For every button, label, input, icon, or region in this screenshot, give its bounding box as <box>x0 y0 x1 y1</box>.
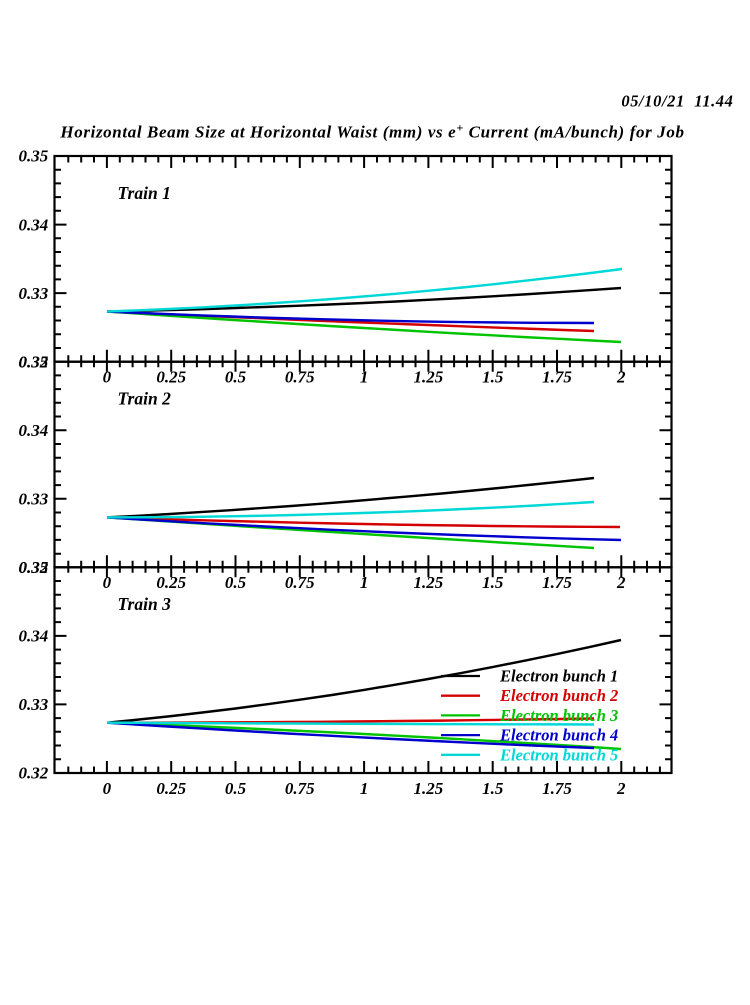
svg-text:1: 1 <box>360 368 369 387</box>
svg-text:Train 3: Train 3 <box>118 594 172 614</box>
svg-text:Electron bunch 1: Electron bunch 1 <box>499 667 618 686</box>
svg-text:0.34: 0.34 <box>19 421 49 440</box>
svg-text:0.33: 0.33 <box>19 695 49 714</box>
svg-text:0.32: 0.32 <box>19 764 49 783</box>
svg-text:05/10/21 11.44: 05/10/21 11.44 <box>621 92 733 111</box>
svg-text:0.33: 0.33 <box>19 490 49 509</box>
svg-text:0: 0 <box>103 573 112 592</box>
svg-text:Train 1: Train 1 <box>118 183 171 203</box>
svg-text:0.25: 0.25 <box>156 368 186 387</box>
svg-text:1.75: 1.75 <box>542 779 572 798</box>
svg-text:0.35: 0.35 <box>19 558 49 577</box>
svg-text:0.75: 0.75 <box>285 779 315 798</box>
svg-text:1.5: 1.5 <box>482 779 504 798</box>
svg-text:Electron bunch 4: Electron bunch 4 <box>499 726 618 745</box>
svg-text:0.75: 0.75 <box>285 573 315 592</box>
svg-text:0.25: 0.25 <box>156 573 186 592</box>
svg-text:1.5: 1.5 <box>482 573 504 592</box>
svg-text:1.25: 1.25 <box>414 573 444 592</box>
svg-text:0.5: 0.5 <box>225 368 247 387</box>
svg-text:0.32: 0.32 <box>19 352 49 371</box>
svg-text:1.25: 1.25 <box>414 779 444 798</box>
svg-text:0: 0 <box>103 368 112 387</box>
svg-text:Electron bunch 3: Electron bunch 3 <box>499 706 618 725</box>
svg-text:0.35: 0.35 <box>19 147 49 166</box>
svg-text:1: 1 <box>360 779 369 798</box>
svg-text:2: 2 <box>616 368 626 387</box>
svg-text:0: 0 <box>103 779 112 798</box>
svg-text:0.5: 0.5 <box>225 779 247 798</box>
svg-text:1.5: 1.5 <box>482 368 504 387</box>
svg-text:0.35: 0.35 <box>19 352 49 371</box>
svg-text:0.34: 0.34 <box>19 627 49 646</box>
svg-text:Horizontal Beam Size at Horizo: Horizontal Beam Size at Horizontal Waist… <box>59 121 684 142</box>
svg-text:0.34: 0.34 <box>19 215 49 234</box>
svg-text:Electron bunch 2: Electron bunch 2 <box>499 686 618 705</box>
svg-text:1.25: 1.25 <box>414 368 444 387</box>
svg-text:Electron bunch 5: Electron bunch 5 <box>499 745 618 764</box>
svg-text:1: 1 <box>360 573 369 592</box>
svg-text:0.5: 0.5 <box>225 573 247 592</box>
svg-text:0.25: 0.25 <box>156 779 186 798</box>
svg-text:1.75: 1.75 <box>542 368 572 387</box>
svg-text:0.33: 0.33 <box>19 284 49 303</box>
svg-text:1.75: 1.75 <box>542 573 572 592</box>
svg-text:Train 2: Train 2 <box>118 389 172 409</box>
svg-text:0.32: 0.32 <box>19 558 49 577</box>
svg-text:2: 2 <box>616 779 626 798</box>
svg-text:2: 2 <box>616 573 626 592</box>
svg-text:0.75: 0.75 <box>285 368 315 387</box>
